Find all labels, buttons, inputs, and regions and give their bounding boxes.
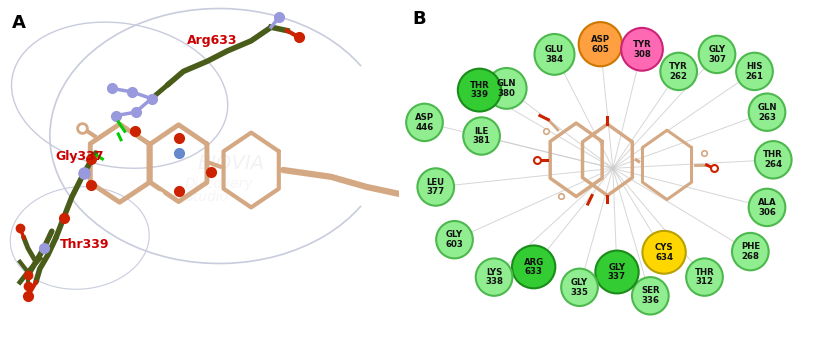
Ellipse shape <box>755 141 792 178</box>
Ellipse shape <box>561 269 598 306</box>
Text: TYR
262: TYR 262 <box>669 62 688 81</box>
Text: ASP
605: ASP 605 <box>591 35 610 54</box>
Text: Thr339: Thr339 <box>60 238 109 251</box>
Text: THR
264: THR 264 <box>763 150 784 169</box>
Ellipse shape <box>475 258 512 296</box>
Text: Gly337: Gly337 <box>56 150 105 163</box>
Ellipse shape <box>578 22 622 66</box>
Ellipse shape <box>736 53 773 90</box>
Ellipse shape <box>406 104 443 141</box>
Ellipse shape <box>632 277 668 314</box>
Text: SER
336: SER 336 <box>641 286 659 305</box>
Ellipse shape <box>748 94 785 131</box>
Text: LEU
377: LEU 377 <box>426 177 445 197</box>
Ellipse shape <box>748 189 785 226</box>
Ellipse shape <box>660 53 697 90</box>
Text: TYR
308: TYR 308 <box>632 40 651 59</box>
Ellipse shape <box>417 168 454 206</box>
Text: CYS
634: CYS 634 <box>654 243 673 262</box>
Text: ARG
633: ARG 633 <box>524 258 544 276</box>
Ellipse shape <box>732 233 769 270</box>
Text: Discovery: Discovery <box>185 176 253 191</box>
Text: GLY
603: GLY 603 <box>445 231 463 249</box>
Ellipse shape <box>699 36 735 73</box>
Text: A: A <box>12 14 26 32</box>
Text: BIOVIA: BIOVIA <box>198 154 265 173</box>
Ellipse shape <box>642 231 685 274</box>
Text: B: B <box>413 10 426 28</box>
Ellipse shape <box>596 251 639 293</box>
Text: GLY
307: GLY 307 <box>708 45 726 64</box>
Text: ILE
381: ILE 381 <box>472 127 490 146</box>
Ellipse shape <box>512 245 556 288</box>
Text: ALA
306: ALA 306 <box>757 198 776 217</box>
Text: PHE
268: PHE 268 <box>741 242 760 261</box>
Text: GLY
335: GLY 335 <box>570 278 588 296</box>
Text: GLN
380: GLN 380 <box>497 79 516 98</box>
Text: THR
312: THR 312 <box>694 268 714 286</box>
Text: Studio: Studio <box>185 190 230 204</box>
Ellipse shape <box>458 69 501 112</box>
Ellipse shape <box>487 68 527 109</box>
Text: GLU
384: GLU 384 <box>545 45 564 64</box>
Text: ASP
446: ASP 446 <box>415 113 434 132</box>
Text: LYS
338: LYS 338 <box>485 268 503 286</box>
Ellipse shape <box>621 28 663 71</box>
Ellipse shape <box>463 117 500 155</box>
Text: GLN
263: GLN 263 <box>757 103 777 121</box>
Ellipse shape <box>534 34 574 75</box>
Text: Arg633: Arg633 <box>187 34 238 47</box>
Ellipse shape <box>436 221 473 258</box>
Text: HIS
261: HIS 261 <box>745 62 764 81</box>
Ellipse shape <box>686 258 723 296</box>
Text: GLY
337: GLY 337 <box>608 262 626 282</box>
Text: THR
339: THR 339 <box>470 81 489 99</box>
